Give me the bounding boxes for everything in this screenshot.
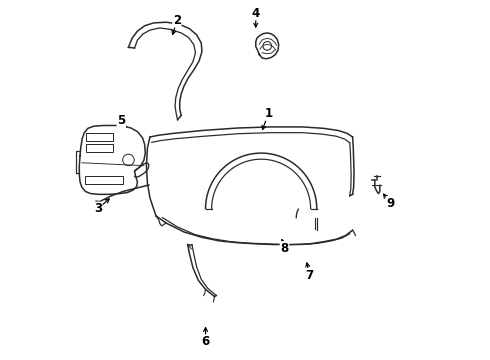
Bar [85,176,123,184]
Text: 6: 6 [201,335,210,348]
Text: 1: 1 [264,107,272,120]
Text: 9: 9 [386,197,394,210]
Text: 3: 3 [94,202,102,215]
Text: 5: 5 [117,114,125,127]
Text: 8: 8 [280,242,289,255]
Text: 4: 4 [252,7,260,20]
Bar [87,144,113,152]
Text: 2: 2 [173,14,181,27]
Bar [87,134,113,141]
Text: 7: 7 [305,269,314,282]
